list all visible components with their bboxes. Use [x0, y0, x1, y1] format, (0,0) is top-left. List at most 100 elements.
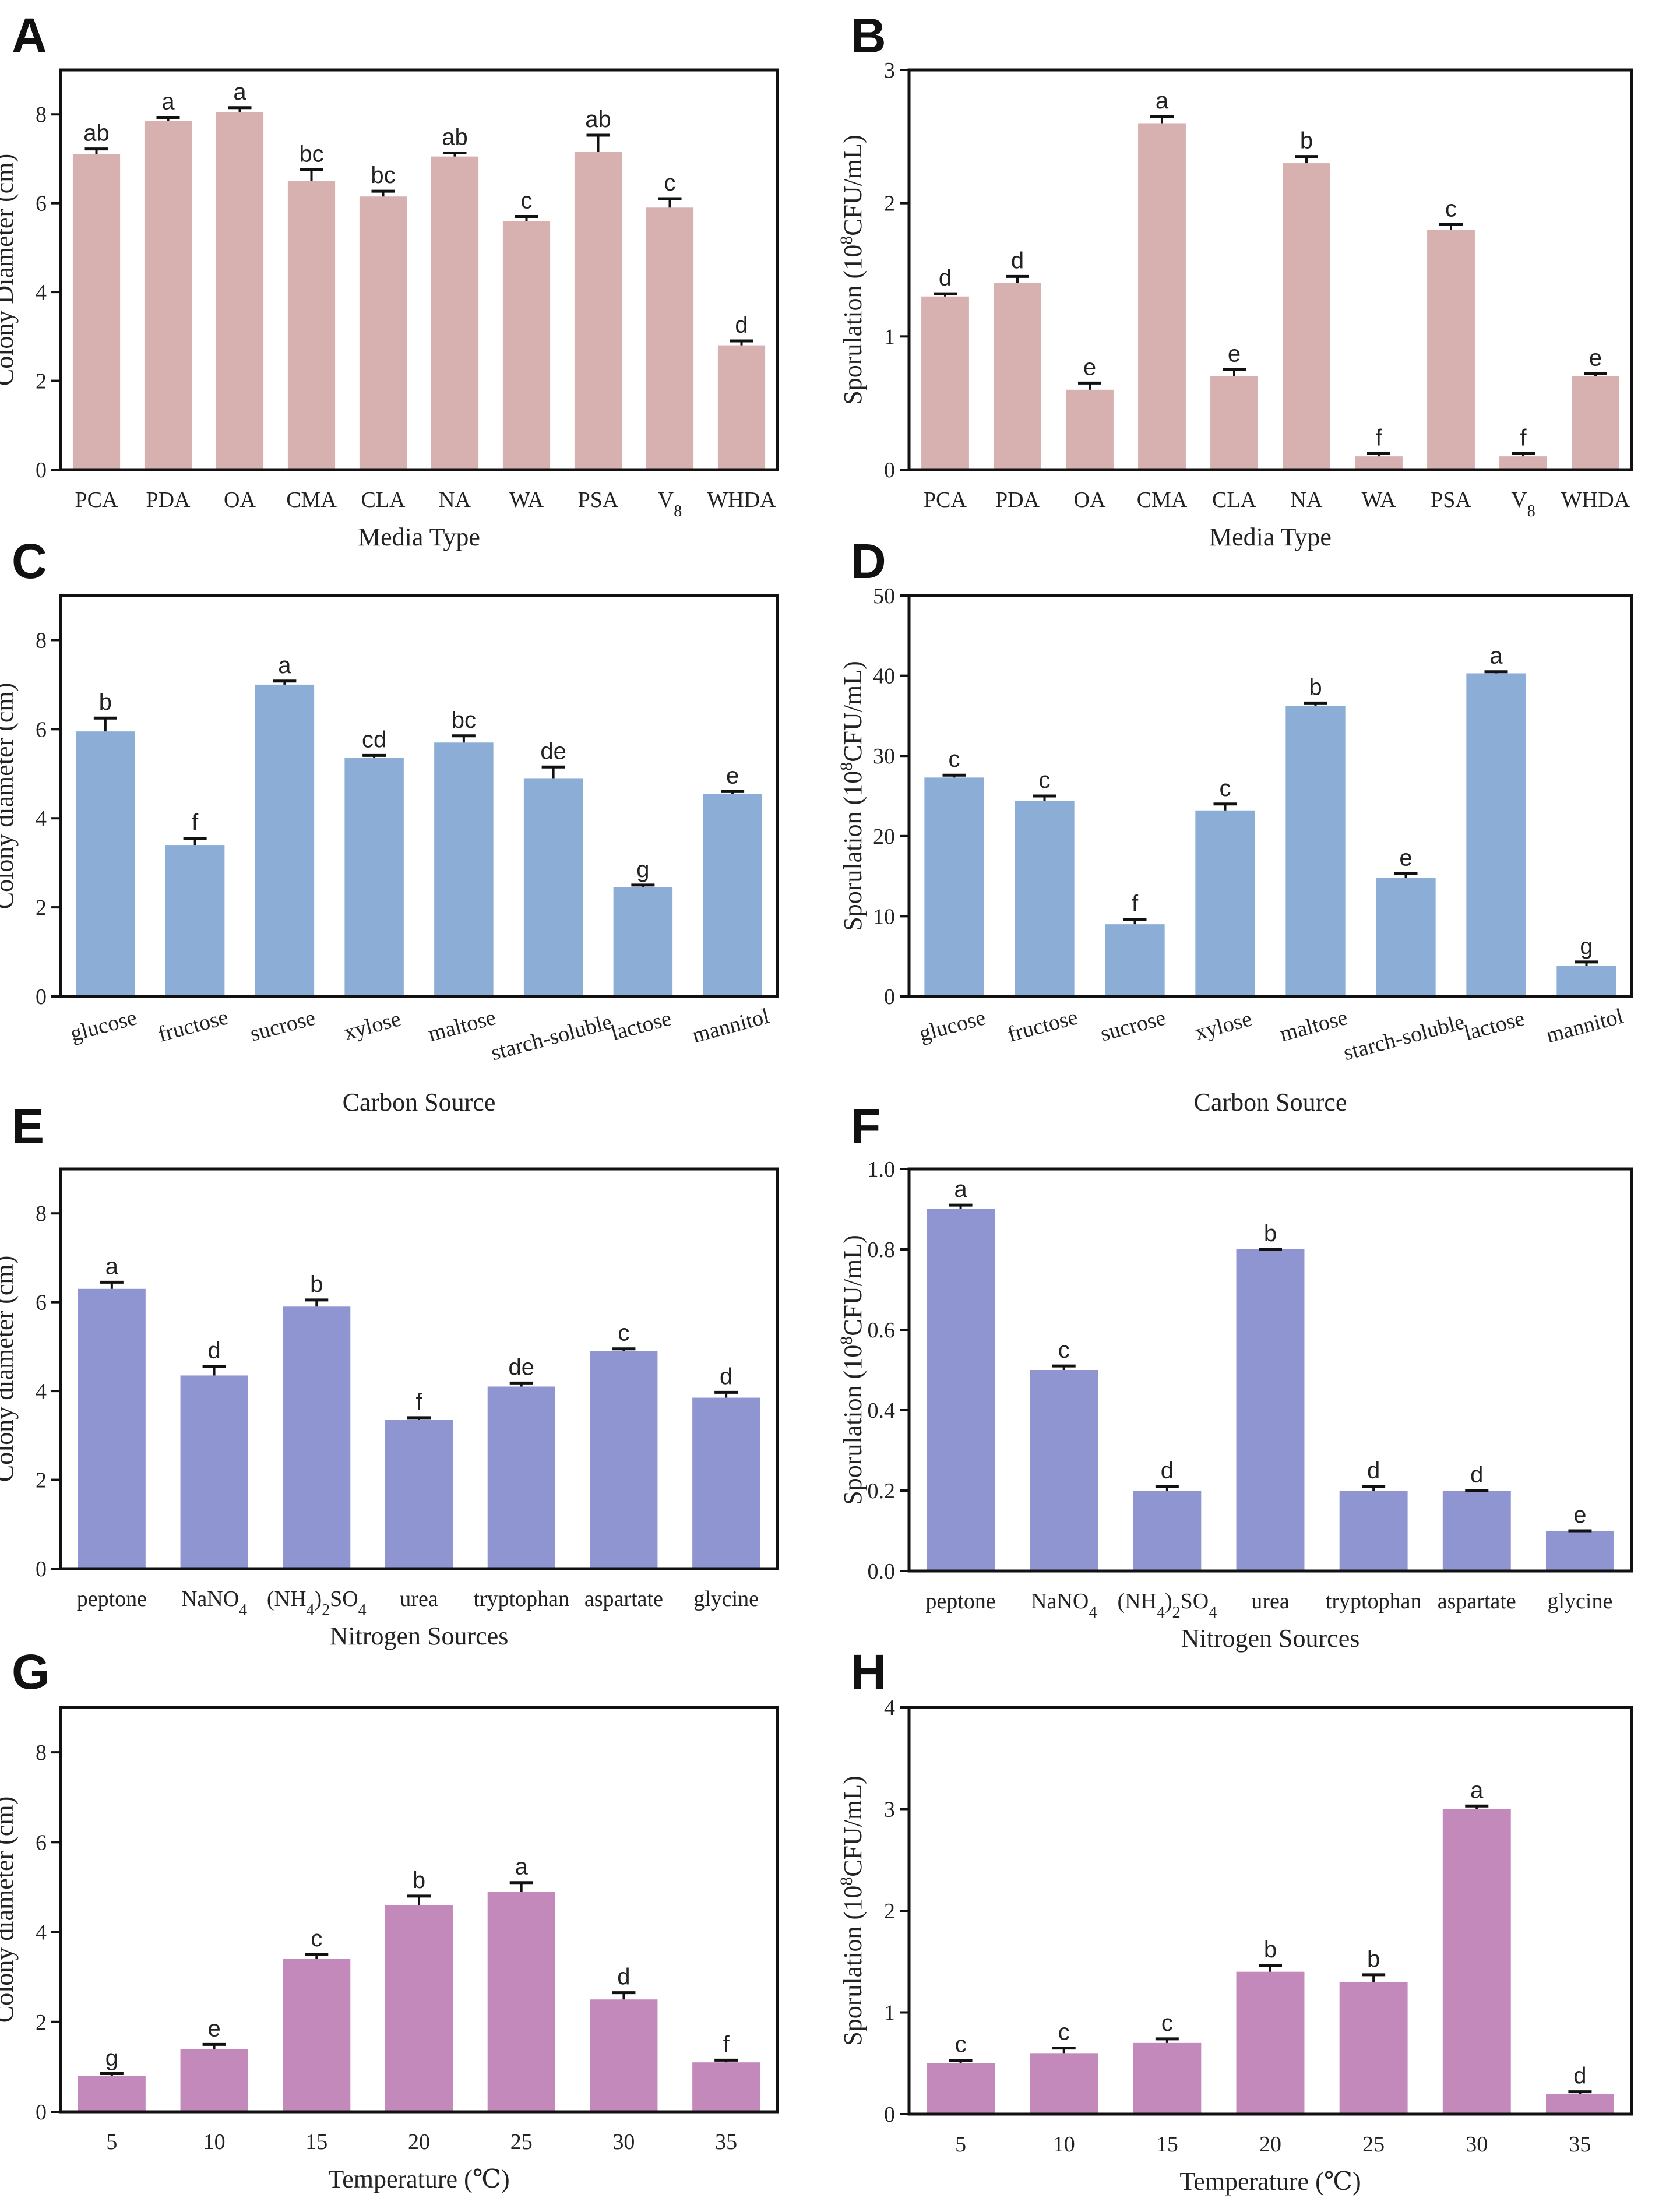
plot-frame	[59, 1167, 779, 1570]
y-tick-label: 10	[873, 904, 895, 929]
significance-label: f	[192, 810, 199, 836]
significance-label: b	[1264, 1221, 1277, 1246]
x-axis-title: Nitrogen Sources	[1181, 1624, 1360, 1653]
bar	[255, 684, 315, 996]
x-tick-label: (NH4)2SO4	[1117, 1589, 1217, 1622]
bar	[1030, 2053, 1098, 2114]
x-tick-label: PDA	[995, 488, 1040, 512]
panel-f: Fa peptone c NaNO4 d (NH4)2SO4 b urea d tryptopha…	[837, 1099, 1633, 1653]
y-tick-label: 8	[36, 1202, 47, 1226]
x-axis-title: Carbon Source	[1194, 1088, 1347, 1116]
significance-label: f	[1520, 425, 1527, 451]
bar	[1133, 1491, 1202, 1571]
x-tick-label: V8	[658, 488, 682, 520]
significance-label: c	[1058, 1337, 1070, 1363]
x-tick-label: 15	[1156, 2132, 1178, 2157]
y-tick-label: 0	[36, 985, 47, 1009]
x-tick-label: 5	[955, 2132, 966, 2157]
y-tick-label: 0	[36, 458, 47, 482]
x-tick-label: PDA	[146, 488, 191, 512]
y-tick-label: 0	[36, 2100, 47, 2125]
x-tick-label: fructose	[156, 1005, 231, 1047]
bar	[590, 1999, 658, 2112]
y-tick-label: 0	[884, 985, 895, 1009]
x-tick-label: WHDA	[707, 488, 776, 512]
x-tick-label: PCA	[924, 488, 967, 512]
x-tick-label: sucrose	[1098, 1005, 1168, 1046]
bar	[927, 1209, 995, 1571]
x-tick-label: 20	[1259, 2132, 1281, 2157]
significance-label: b	[1309, 674, 1322, 700]
significance-label: c	[521, 188, 533, 214]
x-tick-label: WHDA	[1561, 488, 1630, 512]
x-axis-title: Media Type	[358, 523, 480, 551]
x-axis-title: Temperature (℃)	[1179, 2167, 1361, 2196]
bar	[1442, 1491, 1511, 1571]
bar	[487, 1892, 555, 2112]
y-tick-label: 0.2	[868, 1479, 896, 1503]
y-tick-label: 0.0	[868, 1559, 896, 1584]
bar	[1545, 1531, 1614, 1571]
bar	[283, 1306, 351, 1569]
y-tick-label: 8	[36, 103, 47, 127]
significance-label: ab	[83, 121, 110, 146]
y-tick-label: 3	[884, 58, 895, 83]
significance-label: c	[1161, 2010, 1173, 2036]
bar	[283, 1959, 351, 2112]
y-tick-label: 6	[36, 1830, 47, 1855]
significance-label: a	[1156, 88, 1169, 114]
significance-label: d	[1367, 1458, 1380, 1484]
x-tick-label: NaNO4	[181, 1587, 247, 1619]
significance-label: g	[1580, 934, 1593, 959]
significance-label: a	[161, 89, 175, 115]
significance-label: c	[1039, 767, 1051, 793]
x-tick-label: urea	[1251, 1589, 1290, 1614]
significance-label: e	[726, 763, 739, 788]
significance-label: c	[949, 746, 960, 772]
significance-label: c	[664, 170, 676, 196]
significance-label: e	[1589, 345, 1602, 371]
y-tick-label: 2	[884, 1899, 895, 1924]
panel-letter: F	[851, 1099, 880, 1154]
y-tick-label: 1	[884, 2001, 895, 2026]
bar	[1285, 706, 1346, 996]
bar	[502, 221, 551, 470]
y-axis-title: Sporulation (108CFU/mL)	[837, 1235, 868, 1505]
bar	[994, 283, 1041, 470]
x-tick-label: 5	[106, 2130, 117, 2154]
x-axis-title: Carbon Source	[343, 1088, 496, 1116]
x-tick-label: NA	[1291, 488, 1323, 512]
significance-label: b	[1264, 1937, 1277, 1963]
x-tick-label: fructose	[1005, 1005, 1080, 1047]
significance-label: f	[1132, 891, 1139, 917]
plot-frame	[907, 1167, 1633, 1573]
x-tick-label: 30	[612, 2130, 635, 2154]
plot-frame	[59, 68, 779, 471]
bar	[692, 1397, 760, 1569]
x-tick-label: 25	[510, 2130, 533, 2154]
significance-label: c	[1220, 776, 1231, 801]
bar	[1355, 456, 1403, 470]
bar	[717, 345, 766, 470]
bar	[180, 2049, 248, 2112]
significance-label: e	[1399, 845, 1412, 871]
x-tick-label: xylose	[1192, 1006, 1255, 1045]
bar	[1105, 924, 1165, 996]
y-tick-label: 6	[36, 1291, 47, 1315]
bar	[385, 1905, 453, 2112]
bar	[1339, 1982, 1408, 2114]
significance-label: d	[1011, 248, 1024, 273]
significance-label: d	[720, 1364, 732, 1389]
significance-label: d	[207, 1338, 220, 1364]
y-tick-label: 4	[884, 1696, 895, 1720]
y-tick-label: 2	[36, 896, 47, 920]
significance-label: c	[618, 1320, 629, 1346]
y-tick-label: 0	[884, 2102, 895, 2127]
bar	[1283, 163, 1330, 470]
panel-a: Aab PCA a PDA a OA bc CMA bc CLA ab NA c WA ab PSA c V8 d W…	[0, 8, 779, 551]
y-axis-title: Sporulation (108CFU/mL)	[837, 135, 868, 405]
x-tick-label: tryptophan	[1326, 1589, 1422, 1614]
x-tick-label: maltose	[1277, 1005, 1350, 1047]
x-tick-label: 35	[1569, 2132, 1591, 2157]
